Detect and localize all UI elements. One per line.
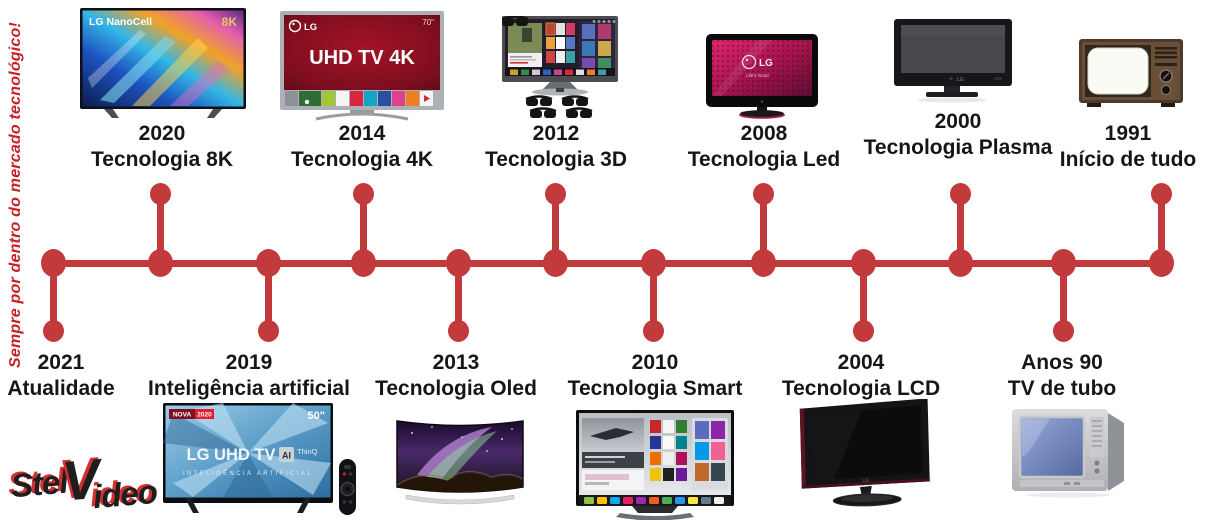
event-tech: Tecnologia 8K bbox=[91, 148, 233, 171]
tv-2014-uhd-4k: LG 70" UHD TV 4K bbox=[280, 11, 444, 121]
event-anos90-labels: Anos 90 TV de tubo bbox=[1008, 350, 1117, 402]
event-tech: Atualidade bbox=[7, 377, 115, 400]
event-year: 2012 bbox=[532, 122, 580, 145]
timeline-line bbox=[53, 260, 1161, 267]
tv-2019-ai-thinq: NOVA 2020 50" LG UHD TV AI ThinQ INTELIG… bbox=[163, 403, 356, 515]
event-year: 2014 bbox=[338, 122, 386, 145]
uhd4k-size-text: 70" bbox=[422, 18, 434, 27]
tv-2020-nanocell-8k: LG NanoCell 8K bbox=[80, 8, 246, 118]
event-year: 2013 bbox=[432, 351, 480, 374]
event-year: 2000 bbox=[934, 110, 982, 133]
event-tech: Início de tudo bbox=[1059, 148, 1197, 171]
event-year: 2008 bbox=[740, 122, 788, 145]
nanocell-brand-text: LG NanoCell bbox=[89, 16, 152, 28]
event-2014-labels: 2014 Tecnologia 4K bbox=[291, 121, 433, 173]
ai-size-text: 50" bbox=[308, 410, 325, 422]
event-year: 2020 bbox=[138, 122, 186, 145]
event-2010-labels: 2010 Tecnologia Smart bbox=[568, 350, 743, 402]
stelo-video-logo: StelVideo bbox=[7, 431, 182, 515]
event-tech: Tecnologia Smart bbox=[567, 377, 743, 400]
event-2000-labels: 2000 Tecnologia Plasma bbox=[864, 109, 1053, 161]
nanocell-8k-badge: 8K bbox=[222, 15, 238, 29]
speaker-grille bbox=[1155, 47, 1177, 66]
event-2008-labels: 2008 Tecnologia Led bbox=[688, 121, 840, 173]
event-year: 2004 bbox=[837, 351, 885, 374]
tagline-text: Sempre por dentro do mercado tecnológico… bbox=[7, 21, 24, 368]
event-2004-labels: 2004 Tecnologia LCD bbox=[782, 350, 940, 402]
event-year: 2021 bbox=[37, 351, 85, 374]
app-tile-grid bbox=[545, 20, 616, 71]
stars bbox=[411, 426, 513, 452]
event-tech: Inteligência artificial bbox=[148, 377, 350, 400]
bottom-app-ribbon bbox=[510, 69, 606, 75]
tv-2013-oled bbox=[396, 420, 524, 505]
tv-1991-crt bbox=[1079, 39, 1183, 107]
uhd4k-screen-text: UHD TV 4K bbox=[309, 47, 415, 69]
event-2021-labels: 2021 Atualidade bbox=[7, 350, 114, 402]
event-tech: Tecnologia 3D bbox=[485, 148, 627, 171]
tv-2012-3d bbox=[502, 16, 618, 120]
thinq-text: ThinQ bbox=[297, 447, 318, 456]
event-tech: Tecnologia 4K bbox=[291, 148, 433, 171]
ai-box-text: AI bbox=[282, 451, 291, 461]
event-tech: Tecnologia Led bbox=[687, 148, 841, 171]
event-tech: Tecnologia Oled bbox=[375, 377, 537, 400]
event-2013-labels: 2013 Tecnologia Oled bbox=[375, 350, 537, 402]
crt-speaker-column bbox=[1090, 417, 1104, 474]
event-tech: Tecnologia LCD bbox=[781, 377, 941, 400]
smart-app-ribbon bbox=[584, 497, 724, 504]
event-tech: TV de tubo bbox=[1007, 377, 1117, 400]
event-year: 2019 bbox=[225, 351, 273, 374]
nova-badge-text: NOVA bbox=[173, 412, 192, 419]
event-year: Anos 90 bbox=[1021, 351, 1103, 374]
webos-app-ribbon bbox=[285, 91, 433, 106]
uhd4k-brand-text: LG bbox=[304, 22, 317, 33]
ai-line2-text: INTELIGÊNCIA ARTIFICIAL bbox=[183, 469, 313, 477]
event-tech: Tecnologia Plasma bbox=[863, 136, 1053, 159]
event-1991-labels: 1991 Início de tudo bbox=[1060, 121, 1197, 173]
event-year: 2010 bbox=[631, 351, 679, 374]
lcd-brand-text: LG bbox=[862, 478, 869, 484]
tv-anos90-tubo bbox=[1012, 409, 1124, 498]
led-slogan-text: Life's Good bbox=[746, 73, 769, 78]
event-2020-labels: 2020 Tecnologia 8K bbox=[91, 121, 233, 173]
event-year: 1991 bbox=[1104, 122, 1152, 145]
3d-glasses bbox=[502, 16, 529, 26]
logo-part-3: ideo bbox=[91, 472, 159, 516]
tv-2000-plasma: LG bbox=[894, 19, 1012, 103]
plasma-brand-text: LG bbox=[957, 77, 964, 83]
tv-2010-smart bbox=[576, 410, 734, 520]
ai-line1-text: LG UHD TV bbox=[187, 446, 276, 464]
magic-remote bbox=[339, 459, 356, 515]
tv-2008-led: LG Life's Good bbox=[706, 34, 818, 119]
event-2019-labels: 2019 Inteligência artificial bbox=[148, 350, 350, 402]
led-brand-text: LG bbox=[759, 58, 773, 69]
tv-2004-lcd: LG bbox=[799, 399, 930, 507]
smart-tile-grid bbox=[650, 418, 728, 490]
logo-part-1: Stel bbox=[9, 462, 69, 505]
nova-badge-year: 2020 bbox=[197, 412, 212, 419]
event-2012-labels: 2012 Tecnologia 3D bbox=[485, 121, 627, 173]
